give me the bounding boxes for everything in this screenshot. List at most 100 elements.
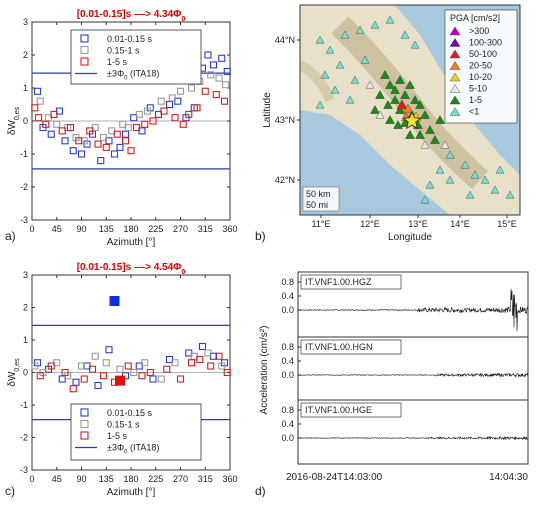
data-point <box>171 359 179 367</box>
legend-marker <box>449 26 461 36</box>
station-marker <box>410 40 420 49</box>
legend-label: 10-20 <box>469 72 492 82</box>
y-axis-label: Latitude <box>262 92 273 128</box>
data-point <box>31 362 39 370</box>
y-tick-label: 2 <box>23 303 28 313</box>
data-point <box>163 365 171 373</box>
data-point <box>88 365 97 373</box>
waveform-trace <box>297 288 529 332</box>
data-point <box>176 375 185 383</box>
trace-label: IT.VNF1.00.HGZ <box>305 277 372 287</box>
station-marker <box>385 15 395 24</box>
station-marker <box>435 115 445 124</box>
legend-label: >300 <box>469 26 489 36</box>
y-tick-label: -2 <box>20 182 28 192</box>
y-tick-label: 0.8 <box>281 342 294 352</box>
y-tick-label: 3 <box>23 17 28 27</box>
trace-label-box <box>300 339 402 355</box>
x-tick-label: 180 <box>123 224 138 234</box>
data-point <box>47 130 55 138</box>
data-point <box>160 107 168 115</box>
x-tick-label: 14°E <box>450 219 470 229</box>
station-marker <box>315 35 325 44</box>
x-tick-label: 315 <box>198 224 213 234</box>
station-marker <box>402 103 414 114</box>
legend-marker <box>80 34 89 43</box>
legend-marker <box>449 61 461 70</box>
station-marker <box>330 85 340 94</box>
waveform-trace <box>297 372 529 378</box>
x-tick-label: 0 <box>29 474 34 484</box>
station-marker <box>375 110 385 119</box>
highlight-point <box>109 296 120 306</box>
terrain <box>300 60 335 102</box>
data-point <box>36 97 44 105</box>
legend-label: 100-300 <box>469 38 502 48</box>
data-point <box>80 375 88 383</box>
data-point <box>223 67 231 76</box>
scale-mi: 50 mi <box>306 200 328 210</box>
legend-marker <box>80 431 89 440</box>
trace-label: IT.VNF1.00.HGN <box>305 342 373 352</box>
trace-label-box <box>300 402 402 418</box>
data-point <box>31 104 39 112</box>
legend-marker <box>80 419 89 429</box>
x-tick-label: 90 <box>76 224 86 234</box>
station-marker <box>350 75 360 84</box>
legend-box <box>70 403 202 461</box>
data-point <box>53 120 61 128</box>
highlight-point <box>115 375 125 386</box>
legend-marker <box>449 49 461 59</box>
y-tick-label: 2 <box>23 50 28 60</box>
data-point <box>124 362 132 370</box>
data-point <box>218 54 226 62</box>
y-tick-label: 42°N <box>275 175 295 185</box>
station-marker <box>420 140 430 149</box>
data-point <box>204 349 212 357</box>
x-start-label: 2016-08-24T14:03:00 <box>286 472 383 483</box>
legend-label: ±3Φ0 (ITA18) <box>107 443 159 456</box>
map-frame <box>299 4 521 216</box>
legend-marker <box>449 38 461 47</box>
data-point <box>77 150 86 158</box>
data-point <box>69 147 77 155</box>
trace-label: IT.VNF1.00.HGE <box>305 405 372 415</box>
x-tick-label: 135 <box>99 474 114 484</box>
legend-marker <box>449 72 461 82</box>
data-point <box>171 114 179 122</box>
station-marker <box>465 190 475 199</box>
epicenter-star-icon <box>402 110 422 130</box>
x-tick-label: 11°E <box>312 219 331 229</box>
data-point <box>135 110 143 118</box>
data-point <box>201 87 209 95</box>
station-marker <box>445 150 455 159</box>
legend-marker <box>80 408 89 417</box>
station-marker <box>395 75 405 84</box>
station-marker <box>435 165 445 174</box>
legend-label: 5-10 <box>469 84 487 94</box>
apennines <box>331 16 488 190</box>
x-axis-label: Azimuth [°] <box>107 487 156 498</box>
y-axis-label: δW0,es <box>7 106 21 135</box>
data-point <box>116 365 124 373</box>
legend-label: 1-5 <box>469 95 482 105</box>
x-tick-label: 45 <box>52 474 62 484</box>
data-point <box>132 124 141 132</box>
data-point <box>149 117 157 125</box>
station-marker <box>430 135 440 144</box>
data-point <box>215 74 223 82</box>
data-point <box>215 352 223 360</box>
station-marker <box>480 175 490 184</box>
y-tick-label: -1 <box>20 149 28 159</box>
data-point <box>113 130 121 138</box>
x-tick-label: 0 <box>29 224 34 234</box>
y-tick-label: -3 <box>20 465 28 475</box>
x-tick-label: 15°E <box>497 219 517 229</box>
x-tick-label: 360 <box>222 224 237 234</box>
station-marker <box>415 100 425 109</box>
data-point <box>220 97 229 105</box>
legend-label: <1 <box>469 107 479 117</box>
chart-title: [0.01-0.15]s ––> 4.54Φ0 <box>77 262 186 276</box>
scale-km: 50 km <box>306 189 331 199</box>
station-marker <box>365 80 375 89</box>
